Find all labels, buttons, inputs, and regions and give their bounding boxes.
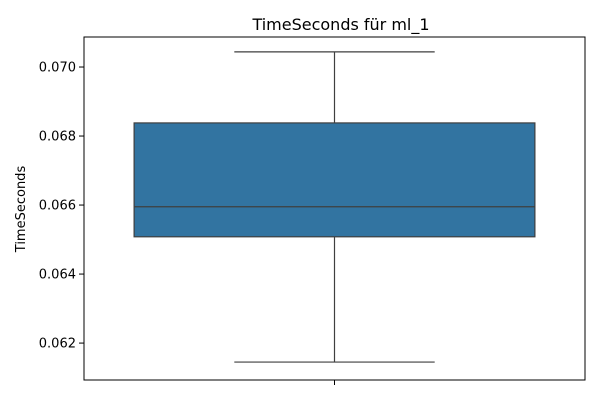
y-tick-label: 0.066 — [39, 199, 76, 214]
y-tick-label: 0.064 — [39, 268, 76, 283]
y-tick-label: 0.062 — [39, 337, 76, 352]
y-tick-label: 0.068 — [39, 130, 76, 145]
y-tick-label: 0.070 — [39, 61, 76, 76]
plot-area — [83, 36, 586, 381]
iqr-box — [133, 122, 536, 238]
y-axis-label: TimeSeconds — [14, 166, 29, 254]
y-axis: 0.062 0.064 0.066 0.068 0.070 — [39, 61, 84, 352]
chart-title: TimeSeconds für ml_1 — [251, 15, 429, 35]
